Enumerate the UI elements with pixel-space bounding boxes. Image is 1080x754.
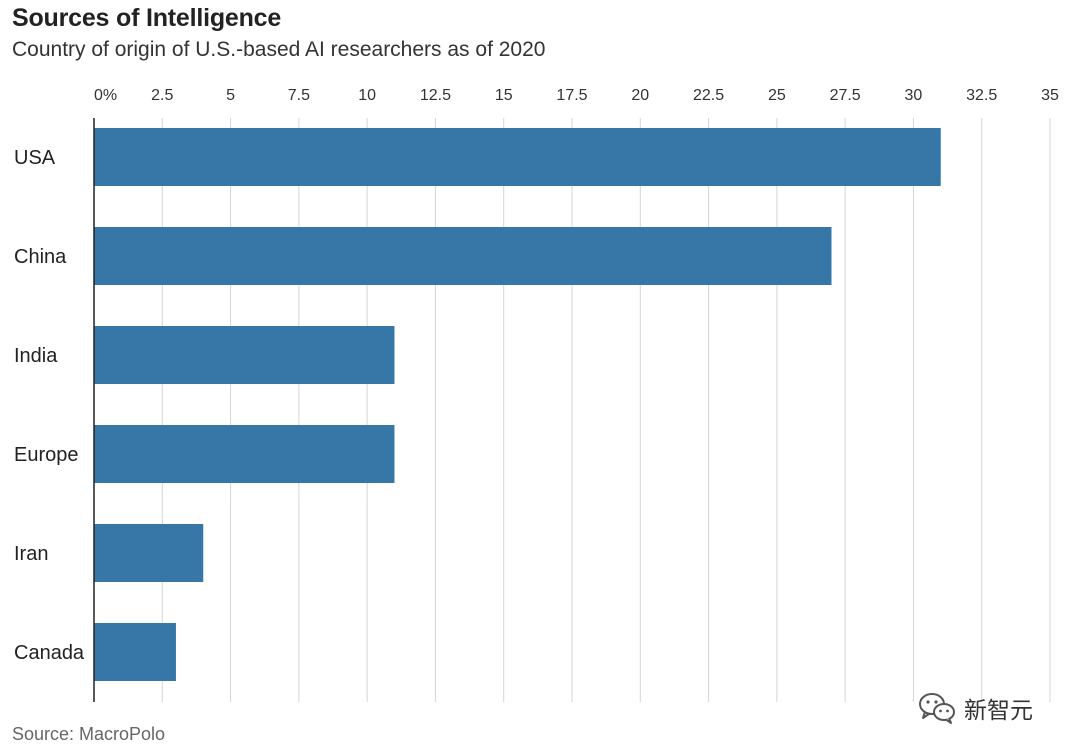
category-label: Canada [14,642,85,664]
source-note: Source: MacroPolo [12,724,166,744]
watermark-text: 新智元 [964,698,1033,724]
x-tick-label: 32.5 [966,87,997,104]
x-tick-label: 7.5 [288,87,310,104]
x-tick-label: 27.5 [830,87,861,104]
category-label: Iran [14,543,48,565]
bar-canada [94,623,176,681]
category-label: India [14,345,58,367]
watermark: 新智元 [918,688,1033,728]
wechat-icon [919,693,955,724]
x-tick-label: 10 [358,87,376,104]
x-tick-label: 2.5 [151,87,173,104]
bar-usa [94,128,941,186]
category-label: USA [14,147,56,169]
bar-china [94,227,832,285]
category-labels: USA China India Europe Iran Canada [14,147,85,664]
x-tick-label: 20 [631,87,649,104]
category-label: Europe [14,444,79,466]
x-tick-label: 22.5 [693,87,724,104]
category-label: China [14,246,67,268]
chart-subtitle: Country of origin of U.S.-based AI resea… [12,38,546,61]
x-tick-label: 12.5 [420,87,451,104]
gridlines [161,118,1051,702]
bar-iran [94,524,204,582]
x-tick-label: 35 [1041,87,1059,104]
bar-europe [94,425,395,483]
x-tick-label: 30 [905,87,923,104]
x-tick-label: 25 [768,87,786,104]
chart-title: Sources of Intelligence [12,4,282,32]
x-tick-label: 15 [495,87,513,104]
x-tick-label: 17.5 [556,87,587,104]
bars [94,128,941,681]
x-tick-label: 5 [226,87,235,104]
bar-india [94,326,395,384]
x-tick-label: 0% [94,87,117,104]
x-axis-tick-labels: 0% 2.5 5 7.5 10 12.5 15 17.5 20 22.5 25 27.5 30 32.5 3… [94,87,1059,104]
